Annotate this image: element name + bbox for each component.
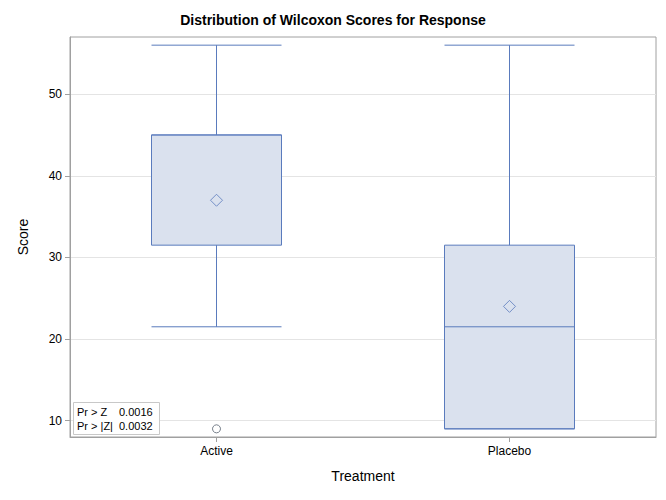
svg-text:Treatment: Treatment xyxy=(331,468,394,484)
svg-text:Placebo: Placebo xyxy=(488,444,532,458)
svg-text:Active: Active xyxy=(200,444,233,458)
svg-text:Pr > Z: Pr > Z xyxy=(77,406,108,418)
svg-text:30: 30 xyxy=(49,250,63,264)
svg-text:20: 20 xyxy=(49,332,63,346)
svg-text:Score: Score xyxy=(15,219,31,256)
svg-text:Distribution of Wilcoxon Score: Distribution of Wilcoxon Scores for Resp… xyxy=(180,12,486,28)
svg-text:0.0016: 0.0016 xyxy=(119,406,153,418)
svg-text:40: 40 xyxy=(49,169,63,183)
svg-text:50: 50 xyxy=(49,87,63,101)
svg-text:10: 10 xyxy=(49,414,63,428)
svg-text:Pr > |Z|: Pr > |Z| xyxy=(77,420,113,432)
svg-text:0.0032: 0.0032 xyxy=(119,420,153,432)
